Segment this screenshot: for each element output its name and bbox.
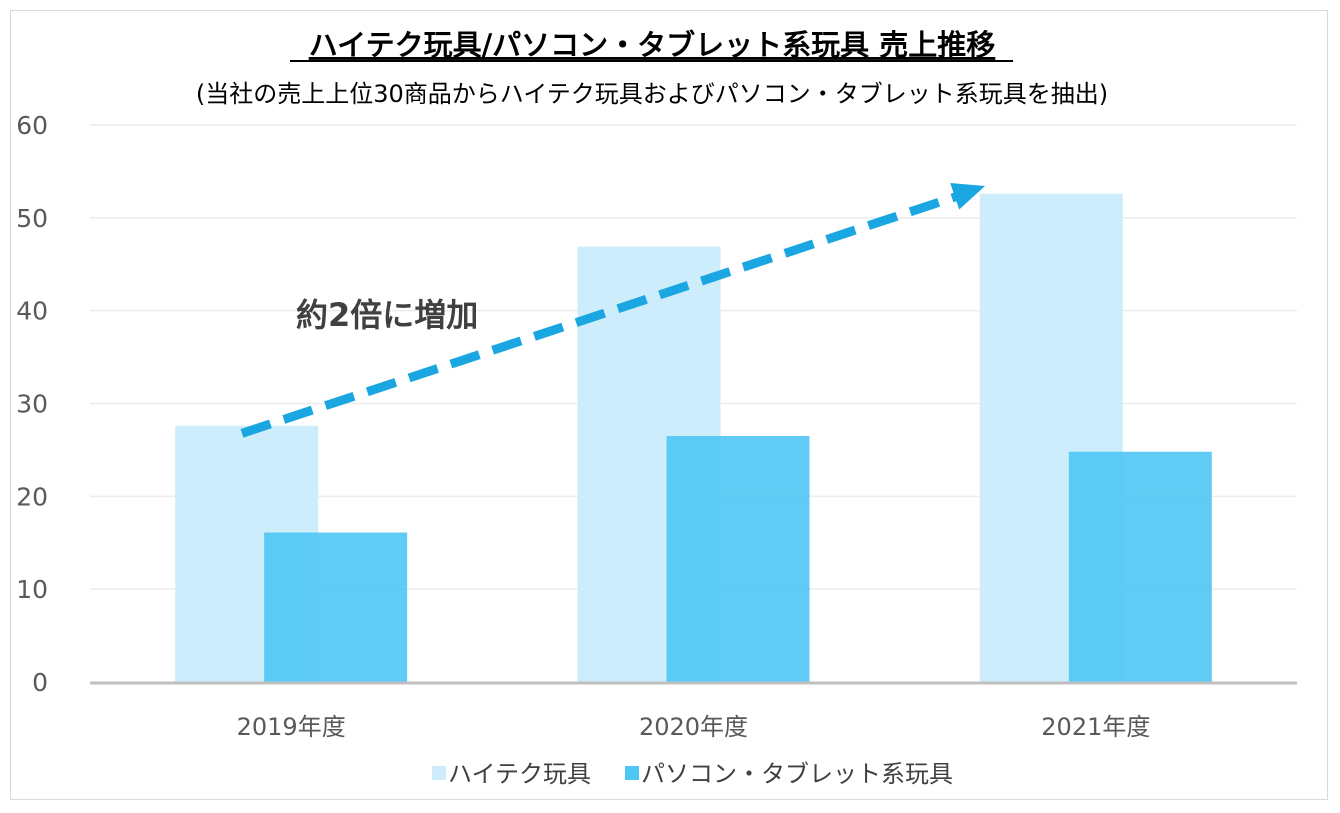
legend-swatch [625,766,639,780]
y-tick-label: 50 [16,204,48,233]
y-tick-label: 20 [16,482,48,511]
y-tick-label: 0 [32,668,48,697]
chart-subtitle: (当社の売上上位30商品からハイテク玩具およびパソコン・タブレット系玩具を抽出) [196,80,1108,108]
x-tick-label: 2019年度 [237,713,346,741]
x-tick-label: 2020年度 [639,713,748,741]
bar-pc-tablet [1068,451,1212,682]
chart-frame [10,10,1328,800]
y-tick-label: 60 [16,111,48,140]
y-tick-label: 30 [16,390,48,419]
trend-arrowhead-icon [950,183,985,210]
y-tick-label: 40 [16,297,48,326]
x-tick-label: 2021年度 [1041,713,1150,741]
chart-title: ハイテク玩具/パソコン・タブレット系玩具 売上推移 [309,28,996,62]
annotation-label: 約2倍に増加 [296,296,478,334]
y-tick-label: 10 [16,575,48,604]
bar-pc-tablet [666,435,810,682]
legend-swatch [432,766,446,780]
trend-arrow-line [240,191,960,438]
legend-label: パソコン・タブレット系玩具 [641,760,953,788]
legend-label: ハイテク玩具 [448,760,591,788]
bar-pc-tablet [264,532,408,682]
